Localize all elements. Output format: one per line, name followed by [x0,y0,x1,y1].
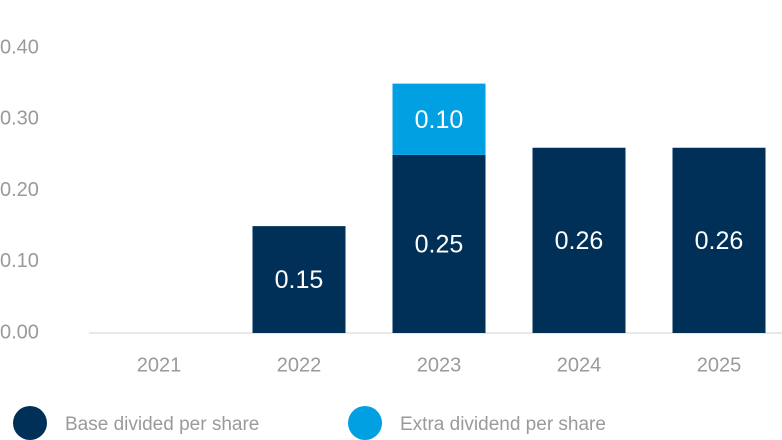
data-label: 0.10 [415,106,464,134]
bar-segment [532,147,626,333]
data-label: 0.25 [415,231,464,259]
x-tick-label: 2022 [277,354,322,376]
data-label: 0.26 [695,227,744,255]
bar-segment [672,147,766,333]
x-tick-label: 2025 [697,354,742,376]
y-tick-label: 0.10 [0,250,39,272]
x-tick-label: 2024 [557,354,602,376]
y-tick-label: 0.00 [0,321,39,343]
legend-label: Base divided per share [65,414,259,435]
x-tick-label: 2023 [417,354,462,376]
y-tick-label: 0.30 [0,108,39,130]
bar-segment [252,226,346,333]
y-tick-label: 0.20 [0,179,39,201]
data-label: 0.15 [275,266,324,294]
x-tick-label: 2021 [137,354,182,376]
legend-swatch [13,406,47,440]
y-tick-label: 0.40 [0,36,39,58]
data-label: 0.26 [555,227,604,255]
bar-segment [392,83,486,155]
legend-label: Extra dividend per share [400,414,606,435]
legend-swatch [348,406,382,440]
bar-segment [392,154,486,333]
